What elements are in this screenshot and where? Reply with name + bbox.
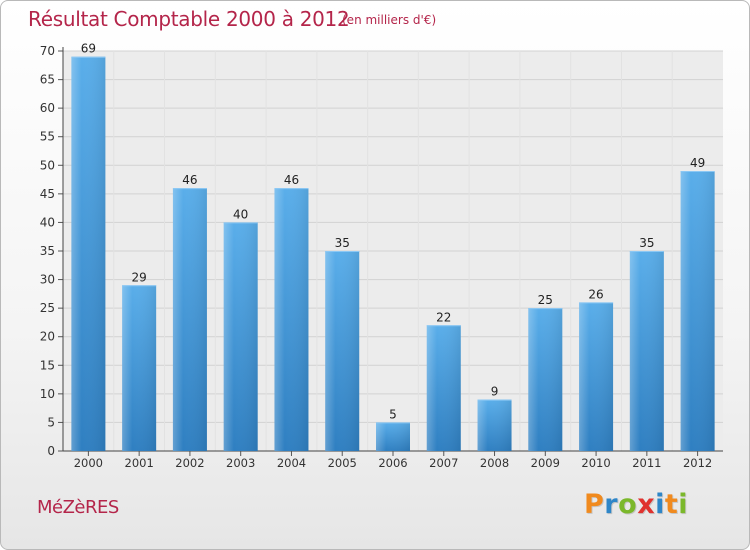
y-tick-label: 40 — [40, 215, 55, 229]
bar-shade-2003 — [223, 222, 258, 451]
bar-shade-2004 — [274, 188, 309, 451]
bar-shade-2001 — [122, 285, 157, 451]
x-tick-label-2004: 2004 — [277, 456, 306, 470]
value-label-2005: 35 — [335, 236, 350, 250]
bar-shade-2005 — [325, 251, 360, 451]
value-label-2009: 25 — [538, 293, 553, 307]
proxiti-logo: Proxiti — [584, 489, 688, 520]
logo-letter: x — [637, 489, 656, 520]
bar-shade-2008 — [477, 399, 512, 451]
x-tick-label-2010: 2010 — [581, 456, 610, 470]
chart-title: Résultat Comptable 2000 à 2012 — [28, 7, 350, 31]
bar-shade-2006 — [376, 422, 410, 451]
value-label-2010: 26 — [588, 287, 603, 301]
y-tick-label: 10 — [40, 387, 55, 401]
bar-shade-2012 — [680, 171, 715, 451]
bar-shade-2002 — [172, 188, 207, 451]
x-tick-label-2012: 2012 — [683, 456, 712, 470]
value-label-2004: 46 — [284, 173, 299, 187]
x-tick-label-2003: 2003 — [226, 456, 255, 470]
y-tick-label: 50 — [40, 158, 55, 172]
x-tick-label-2005: 2005 — [328, 456, 357, 470]
value-label-2000: 69 — [81, 42, 96, 56]
y-tick-label: 70 — [40, 44, 55, 58]
x-tick-label-2006: 2006 — [378, 456, 407, 470]
y-tick-label: 45 — [40, 187, 55, 201]
logo-letter: r — [604, 489, 619, 520]
logo-letter: o — [618, 489, 638, 520]
x-tick-label-2002: 2002 — [175, 456, 204, 470]
bar-shade-2007 — [426, 325, 461, 451]
value-label-2007: 22 — [436, 310, 451, 324]
y-tick-label: 15 — [40, 358, 55, 372]
bar-shade-2011 — [629, 251, 664, 451]
value-label-2001: 29 — [132, 270, 147, 284]
y-tick-label: 25 — [40, 301, 55, 315]
y-tick-label: 0 — [47, 444, 55, 458]
y-tick-label: 65 — [40, 73, 55, 87]
logo-letter: i — [655, 489, 665, 520]
value-label-2011: 35 — [639, 236, 654, 250]
logo-letter: i — [678, 489, 689, 520]
logo-letter: t — [664, 489, 679, 520]
bar-shade-2010 — [579, 302, 614, 451]
logo-letter: P — [584, 489, 605, 520]
y-tick-label: 20 — [40, 330, 55, 344]
bar-shade-2009 — [528, 308, 563, 451]
value-label-2002: 46 — [182, 173, 197, 187]
x-tick-label-2007: 2007 — [429, 456, 458, 470]
value-label-2003: 40 — [233, 207, 248, 221]
value-label-2006: 5 — [389, 407, 397, 421]
y-tick-label: 30 — [40, 273, 55, 287]
x-tick-label-2009: 2009 — [531, 456, 560, 470]
x-tick-label-2001: 2001 — [125, 456, 154, 470]
x-tick-label-2011: 2011 — [632, 456, 661, 470]
y-tick-label: 5 — [47, 415, 55, 429]
chart-subtitle: (en milliers d'€) — [342, 13, 437, 27]
y-tick-label: 60 — [40, 101, 55, 115]
x-tick-label-2008: 2008 — [480, 456, 509, 470]
value-label-2012: 49 — [690, 156, 705, 170]
x-tick-label-2000: 2000 — [74, 456, 103, 470]
y-tick-label: 55 — [40, 130, 55, 144]
y-tick-label: 35 — [40, 244, 55, 258]
bar-shade-2000 — [71, 56, 106, 451]
place-name: MéZèRES — [37, 497, 119, 518]
value-label-2008: 9 — [491, 385, 499, 399]
